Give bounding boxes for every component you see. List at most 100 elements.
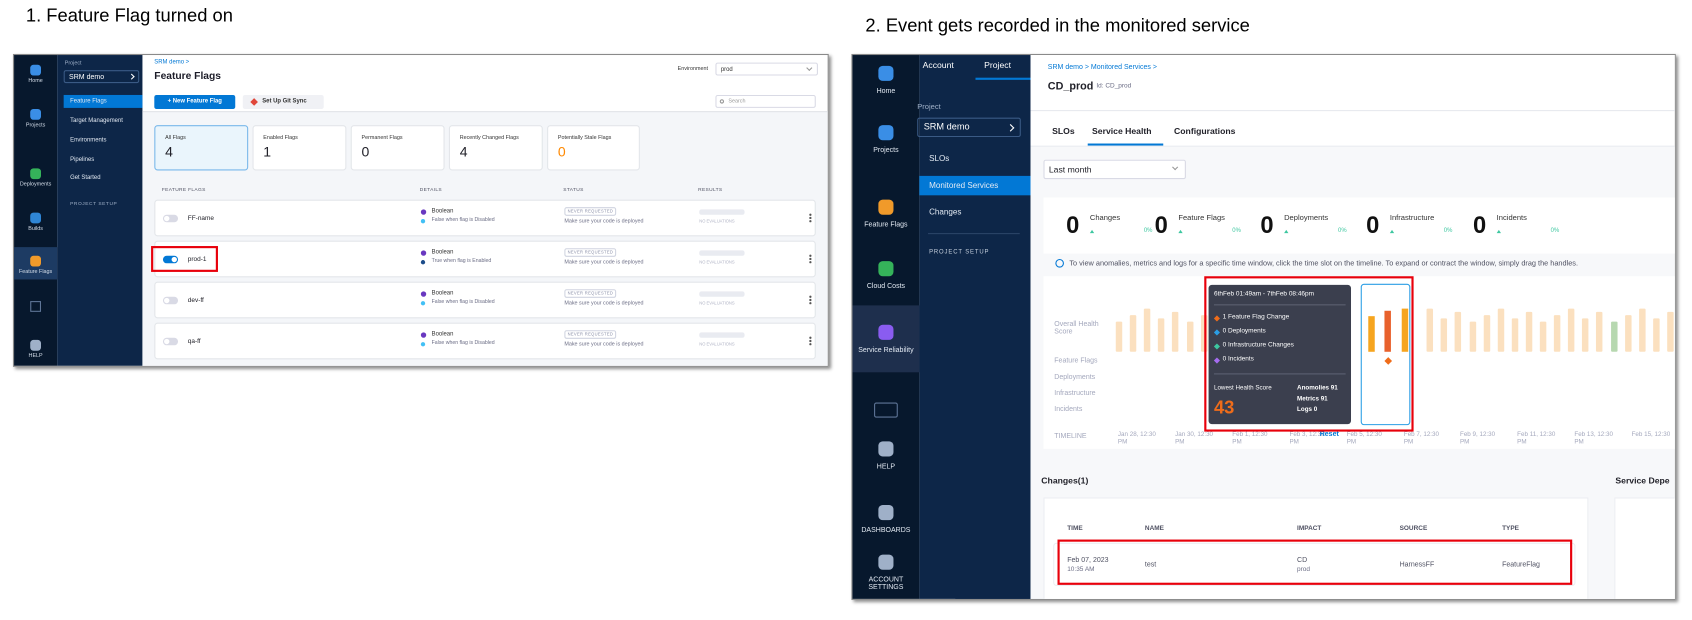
nav-item[interactable]: Feature Flags xyxy=(18,268,53,276)
stat-label: Recently Changed Flags xyxy=(459,134,519,142)
reset-link[interactable]: Reset xyxy=(1319,430,1339,439)
period-select[interactable]: Last month xyxy=(1043,159,1186,180)
project-select[interactable]: SRM demo xyxy=(63,70,140,84)
header-border xyxy=(1030,110,1675,112)
sidebar-item[interactable]: Pipelines xyxy=(70,156,95,163)
project-label: Project xyxy=(64,60,82,67)
stat-card[interactable]: Enabled Flags 1 xyxy=(252,125,347,171)
highlight-box xyxy=(1204,276,1414,432)
toggle[interactable] xyxy=(162,337,179,346)
health-bar xyxy=(1368,316,1375,352)
type-icon xyxy=(420,250,427,256)
column-header[interactable]: TYPE xyxy=(1502,525,1519,532)
nav-icon xyxy=(878,324,894,340)
health-bar xyxy=(1553,315,1561,352)
nav-item[interactable]: ACCOUNT SETTINGS xyxy=(868,576,904,592)
tab[interactable]: Service Health xyxy=(1092,126,1152,136)
nav-icon xyxy=(878,125,894,141)
nav-item[interactable]: Home xyxy=(28,77,43,85)
sidebar-item[interactable]: Feature Flags xyxy=(70,98,107,105)
nav-icon xyxy=(878,199,894,215)
kebab-dot xyxy=(809,257,811,260)
nav-item[interactable]: HELP xyxy=(876,462,896,471)
summary-card xyxy=(1043,197,1675,254)
flag-name[interactable]: FF-name xyxy=(187,215,215,223)
stat-label: Permanent Flags xyxy=(361,134,403,142)
nav-item[interactable]: DASHBOARDS xyxy=(861,526,911,535)
stat-value: 0 xyxy=(557,143,566,160)
row-label: Deployments xyxy=(1054,373,1096,381)
sidebar-item[interactable]: Monitored Services xyxy=(929,180,999,190)
timeline-label: Feb 9, 12:30 PM xyxy=(1459,431,1496,446)
sidebar-tab[interactable]: Account xyxy=(922,60,954,71)
tooltip-stat: Logs 0 xyxy=(1297,406,1318,414)
flag-description: False when flag is Disabled xyxy=(431,217,495,224)
git-sync-button[interactable]: Set Up Git Sync xyxy=(242,94,324,109)
health-bar xyxy=(1638,308,1646,352)
nav-item[interactable]: Projects xyxy=(873,146,899,155)
toolbar-border xyxy=(142,111,828,113)
flag-name[interactable]: qa-ff xyxy=(187,338,201,346)
nav-item[interactable]: Projects xyxy=(25,121,46,129)
tab[interactable]: SLOs xyxy=(1052,126,1075,136)
breadcrumb[interactable]: SRM demo > Monitored Services > xyxy=(1047,63,1157,72)
health-bar xyxy=(1582,318,1589,352)
nav-rail xyxy=(14,55,58,366)
timeline-label: Feb 15, 12:30 xyxy=(1631,431,1671,439)
sidebar-item[interactable]: SLOs xyxy=(929,153,950,163)
stat-card[interactable]: Potentially Stale Flags 0 xyxy=(547,125,640,171)
column-header[interactable]: IMPACT xyxy=(1297,525,1322,532)
change-row xyxy=(1053,542,1576,586)
status-note: Make sure your code is deployed xyxy=(564,258,644,266)
column-header: STATUS xyxy=(563,186,584,193)
new-flag-button[interactable]: + New Feature Flag xyxy=(154,94,236,109)
column-header[interactable]: NAME xyxy=(1144,525,1164,532)
tab[interactable]: Configurations xyxy=(1174,126,1236,136)
sidebar-item[interactable]: Get Started xyxy=(70,174,101,182)
tooltip-stat: Anomolies 91 xyxy=(1297,385,1338,392)
tooltip-item: 1 Feature Flag Change xyxy=(1222,314,1290,321)
toggle[interactable] xyxy=(162,255,179,264)
nav-item[interactable]: Builds xyxy=(28,225,43,233)
toggle[interactable] xyxy=(162,296,179,305)
nav-item[interactable]: Home xyxy=(876,87,896,95)
nav-item[interactable]: Feature Flags xyxy=(864,221,908,229)
selected-window[interactable] xyxy=(1360,283,1411,426)
environment-select[interactable]: prod xyxy=(715,62,818,76)
tab-underline xyxy=(975,77,1031,80)
health-bar xyxy=(1401,308,1409,352)
search-box[interactable]: Search xyxy=(715,94,816,108)
changes-title: Changes(1) xyxy=(1041,475,1089,486)
nav-item[interactable]: Deployments xyxy=(19,181,52,188)
timeline-label: Jan 28, 12:30 PM xyxy=(1117,431,1156,446)
sidebar-item[interactable]: Environments xyxy=(70,137,107,144)
health-bar xyxy=(1610,321,1618,352)
column-header[interactable]: SOURCE xyxy=(1399,525,1428,532)
project-select[interactable]: SRM demo xyxy=(917,117,1021,138)
results-text: NO EVALUATIONS xyxy=(699,219,735,224)
breadcrumb[interactable]: SRM demo > xyxy=(154,59,190,66)
flag-name[interactable]: prod-1 xyxy=(187,256,207,264)
project-setup[interactable]: PROJECT SETUP xyxy=(929,249,990,256)
sidebar-item[interactable]: Changes xyxy=(929,207,962,217)
project-setup[interactable]: PROJECT SETUP xyxy=(70,200,118,207)
nav-item[interactable]: Service Reliability xyxy=(858,346,914,354)
toggle[interactable] xyxy=(162,214,179,223)
sidebar-item[interactable]: Target Management xyxy=(70,117,123,125)
nav-item[interactable]: Cloud Costs xyxy=(866,282,906,291)
column-header[interactable]: TIME xyxy=(1067,525,1083,532)
nav-icon xyxy=(30,64,42,76)
environment-label: Environment xyxy=(677,65,708,73)
sidebar-tab[interactable]: Project xyxy=(984,60,1011,71)
stat-card[interactable]: Recently Changed Flags 4 xyxy=(448,125,543,171)
kebab-dot xyxy=(809,254,811,257)
nav-icon xyxy=(30,339,42,351)
stat-card[interactable]: Permanent Flags 0 xyxy=(350,125,445,171)
flag-name[interactable]: dev-ff xyxy=(187,297,204,305)
nav-item[interactable]: HELP xyxy=(28,352,43,360)
flag-row: qa-ff Boolean False when flag is Disabled N… xyxy=(154,322,816,360)
trend-arrow xyxy=(1284,229,1289,234)
app-grid[interactable] xyxy=(874,402,898,418)
stat-card[interactable]: All Flags 4 xyxy=(154,125,249,171)
summary-count: 0 xyxy=(1154,211,1168,239)
